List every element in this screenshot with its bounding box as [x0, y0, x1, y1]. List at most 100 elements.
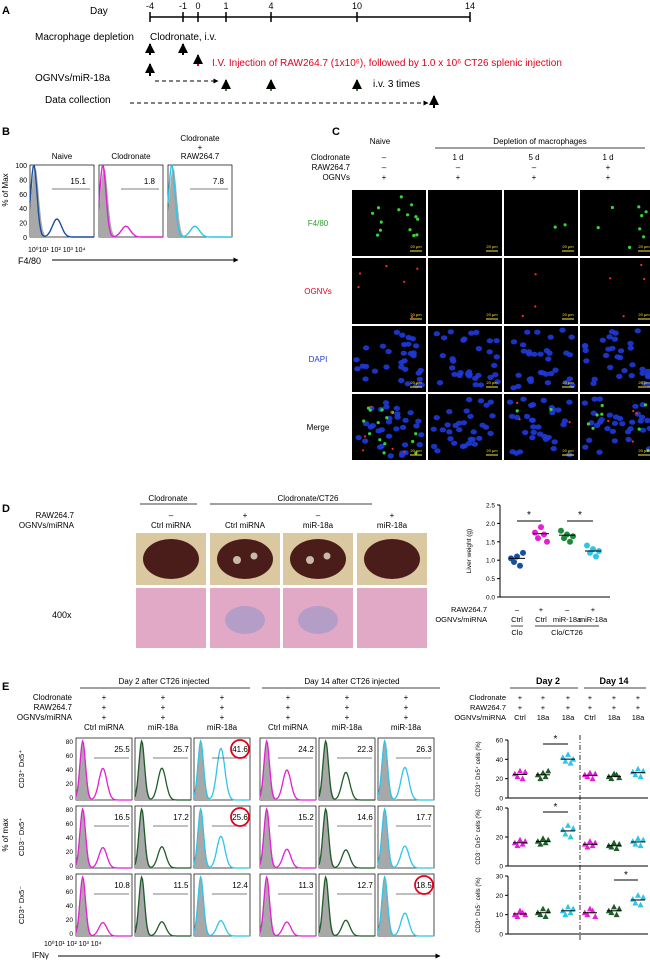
timeline-ticks: -4 -1 0 1 4 10 14: [146, 1, 475, 22]
b-y-tick: 0: [23, 235, 27, 242]
c-nucleus: [582, 444, 589, 450]
e-chart-y-label: CD3⁻ Dx5⁺ cells (%): [475, 809, 482, 864]
c-micrograph: [352, 190, 426, 256]
c-scale-label: 20 μm: [486, 244, 498, 249]
liver-weight-chart: 0.0 0.5 1.0 1.5 2.0 2.5 Liver weight (g) * * RAW2…: [435, 503, 610, 637]
e-data-point: [632, 841, 639, 847]
c-nucleus: [467, 413, 474, 419]
e-histogram-line: [318, 807, 375, 869]
b-gate-value: 1.8: [144, 177, 156, 186]
c-micrograph: [580, 258, 650, 324]
e-histogram-line: [318, 875, 375, 937]
c-f480-signal: [637, 205, 641, 209]
c-nucleus: [616, 415, 624, 421]
e-histogram-line: [259, 875, 316, 937]
c-nucleus: [543, 348, 551, 354]
c-nucleus: [477, 398, 485, 404]
e-data-point: [565, 822, 571, 828]
e-data-point: [545, 907, 552, 914]
c-micrograph: [580, 190, 650, 256]
e-data-point: [589, 907, 596, 914]
e-data-point: [559, 754, 566, 760]
b-y-tick: 40: [19, 206, 27, 213]
c-nucleus: [477, 382, 485, 388]
c-nucleus: [520, 396, 527, 402]
c-nucleus: [523, 413, 531, 419]
c-nucleus: [466, 397, 473, 403]
d-data-point: [520, 549, 526, 556]
e-chart-row-value: 18a: [537, 713, 550, 722]
c-row-label: DAPI: [309, 355, 328, 364]
e-data-point: [519, 841, 526, 847]
e-histogram-line: [377, 875, 434, 937]
e-chart-row-value: +: [636, 693, 641, 702]
e-chart-row-value: 18a: [632, 713, 645, 722]
e-data-point: [611, 839, 617, 846]
c-micrograph: [428, 258, 502, 324]
c-row-label: Merge: [307, 423, 330, 432]
e-data-point: [616, 905, 623, 912]
e-gate-value: 14.6: [357, 813, 373, 822]
e-data-point: [632, 899, 639, 906]
c-nucleus: [522, 429, 529, 436]
c-scale-label: 20 μm: [638, 380, 650, 385]
c-ognv-signal: [609, 277, 612, 280]
b-histogram-line: [98, 164, 163, 238]
e-chart-row-value: +: [541, 693, 546, 702]
c-f480-signal: [376, 206, 381, 210]
c-nucleus: [470, 429, 477, 435]
e-data-point: [545, 767, 552, 774]
c-ognv-signal: [631, 440, 634, 443]
d-clodronate-ct26-header: Clodronate/CT26: [278, 494, 339, 503]
b-histogram-line: [29, 164, 94, 238]
c-nucleus: [394, 414, 401, 420]
c-nucleus: [555, 407, 562, 413]
c-nucleus: [456, 427, 463, 433]
c-condition-value: +: [456, 173, 461, 182]
c-nucleus: [412, 343, 420, 349]
e-row-label: CD3⁻ Dx5⁺: [17, 818, 26, 856]
d-tumor-nodule: [233, 556, 241, 564]
e-chart-y-tick-label: 40: [496, 806, 504, 813]
c-ognv-signal: [516, 401, 519, 404]
e-sig-star: *: [554, 734, 558, 745]
clodronate-iv: Clodronate, i.v.: [150, 32, 217, 43]
c-condition-value: 1 d: [602, 153, 613, 162]
c-nucleus: [433, 415, 440, 421]
c-nucleus: [362, 438, 369, 444]
c-nucleus: [402, 417, 409, 423]
c-condition-value: –: [456, 163, 461, 172]
c-nucleus: [639, 402, 646, 408]
b-title: RAW264.7: [181, 152, 220, 161]
c-f480-signal: [414, 451, 418, 455]
e-chart-y-label: CD3⁺ Dx5⁺ cells (%): [475, 741, 482, 796]
c-nucleus: [369, 423, 376, 429]
e-day14-header: Day 14 after CT26 injected: [304, 677, 399, 686]
c-nucleus: [461, 336, 468, 342]
c-f480-signal: [610, 205, 615, 210]
c-nucleus: [393, 426, 400, 432]
c-nucleus: [515, 383, 522, 389]
c-nucleus: [493, 354, 500, 360]
c-nucleus: [552, 367, 559, 373]
c-ognv-signal: [632, 409, 635, 413]
e-data-point: [589, 842, 596, 849]
flow-histograms-f480: 100 80 60 40 20 0 Naive 15.1 Clodronate 1.8 Clodro…: [15, 134, 233, 242]
c-f480-signal: [383, 442, 387, 446]
c-nucleus: [644, 417, 650, 424]
c-nucleus: [385, 433, 393, 439]
c-f480-signal: [378, 438, 382, 442]
c-f480-signal: [553, 225, 557, 229]
b-y-tick: 100: [15, 163, 27, 170]
c-nucleus: [520, 348, 528, 354]
c-nucleus: [604, 425, 611, 432]
e-data-point: [562, 911, 569, 918]
d-data-point: [535, 535, 541, 542]
c-nucleus: [629, 419, 636, 425]
e-data-point: [540, 905, 546, 912]
e-raw-value: +: [102, 703, 107, 712]
c-nucleus: [436, 380, 444, 386]
day-tick-label: 0: [195, 1, 200, 11]
c-f480-signal: [637, 427, 641, 431]
panel-b: B % of Max 100 80 60 40 20 0 Naive 15.1 Clodrona…: [1, 126, 239, 266]
